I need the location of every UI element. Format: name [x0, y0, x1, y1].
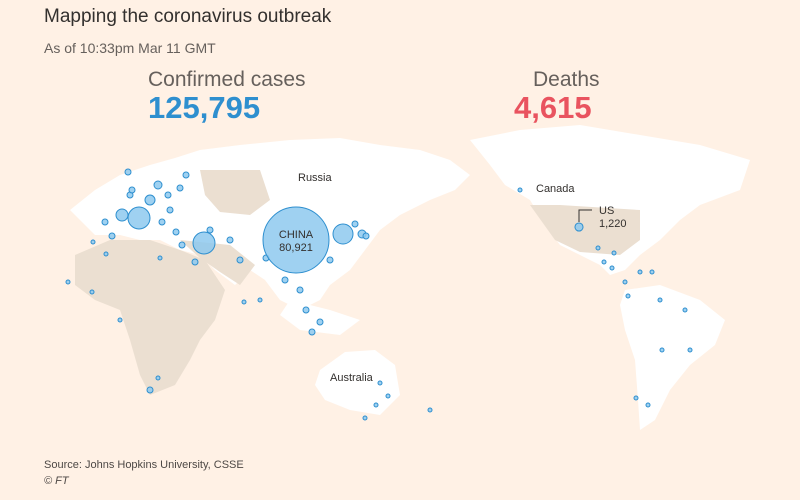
minor-bubble: [377, 380, 383, 386]
minor-bubble: [206, 226, 214, 234]
minor-bubble: [155, 375, 161, 381]
minor-bubble: [326, 256, 334, 264]
minor-bubble: [332, 223, 354, 245]
minor-bubble: [117, 317, 123, 323]
source: Source: Johns Hopkins University, CSSE: [44, 459, 244, 471]
minor-bubble: [622, 279, 628, 285]
minor-bubble: [191, 258, 199, 266]
minor-bubble: [108, 232, 116, 240]
minor-bubble: [633, 395, 639, 401]
minor-bubble: [657, 297, 663, 303]
bubble-label: 1,220: [599, 218, 627, 230]
minor-bubble: [682, 307, 688, 313]
place-label: Australia: [330, 372, 374, 384]
minor-bubble: [611, 250, 617, 256]
minor-bubble: [296, 286, 304, 294]
minor-bubble: [172, 228, 180, 236]
minor-bubbles: [65, 168, 693, 421]
minor-bubble: [182, 171, 190, 179]
minor-bubble: [178, 241, 186, 249]
minor-bubble: [362, 415, 368, 421]
subtitle: As of 10:33pm Mar 11 GMT: [44, 40, 216, 56]
minor-bubble: [281, 276, 289, 284]
bubble: [262, 206, 330, 274]
minor-bubble: [127, 206, 151, 230]
title: Mapping the coronavirus outbreak: [44, 6, 332, 27]
minor-bubble: [164, 191, 172, 199]
minor-bubble: [609, 265, 615, 271]
minor-bubble: [373, 402, 379, 408]
deaths-value: 4,615: [514, 90, 592, 125]
minor-bubble: [144, 194, 156, 206]
minor-bubble: [158, 218, 166, 226]
minor-bubble: [517, 187, 523, 193]
minor-bubble: [625, 293, 631, 299]
minor-bubble: [385, 393, 391, 399]
bubble-label: 80,921: [279, 242, 313, 254]
place-label: Canada: [536, 183, 575, 195]
minor-bubble: [176, 184, 184, 192]
minor-bubble: [115, 208, 129, 222]
minor-bubble: [687, 347, 693, 353]
minor-bubble: [226, 236, 234, 244]
bubble-name: US: [599, 205, 614, 217]
minor-bubble: [308, 328, 316, 336]
bubble-name: CHINA: [279, 229, 314, 241]
minor-bubble: [316, 318, 324, 326]
bubble: [574, 222, 584, 232]
minor-bubble: [595, 245, 601, 251]
copyright: © FT: [44, 475, 70, 487]
minor-bubble: [101, 218, 109, 226]
minor-bubble: [649, 269, 655, 275]
minor-bubble: [601, 259, 607, 265]
minor-bubble: [351, 220, 359, 228]
minor-bubble: [427, 407, 433, 413]
minor-bubble: [90, 239, 96, 245]
minor-bubble: [166, 206, 174, 214]
minor-bubble: [157, 255, 163, 261]
minor-bubble: [153, 180, 163, 190]
deaths-label: Deaths: [533, 68, 600, 91]
minor-bubble: [146, 386, 154, 394]
leader-line: [578, 209, 592, 222]
place-label: Russia: [298, 172, 333, 184]
minor-bubble: [302, 306, 310, 314]
minor-bubble: [89, 289, 95, 295]
minor-bubble: [192, 231, 216, 255]
minor-bubble: [637, 269, 643, 275]
land: [70, 125, 750, 430]
minor-bubble: [236, 256, 244, 264]
confirmed-value: 125,795: [148, 90, 260, 125]
minor-bubble: [103, 251, 109, 257]
minor-bubble: [241, 299, 247, 305]
confirmed-label: Confirmed cases: [148, 68, 306, 91]
minor-bubble: [362, 232, 370, 240]
minor-bubble: [257, 297, 263, 303]
minor-bubble: [124, 168, 132, 176]
minor-bubble: [128, 186, 136, 194]
minor-bubble: [65, 279, 71, 285]
minor-bubble: [659, 347, 665, 353]
minor-bubble: [645, 402, 651, 408]
